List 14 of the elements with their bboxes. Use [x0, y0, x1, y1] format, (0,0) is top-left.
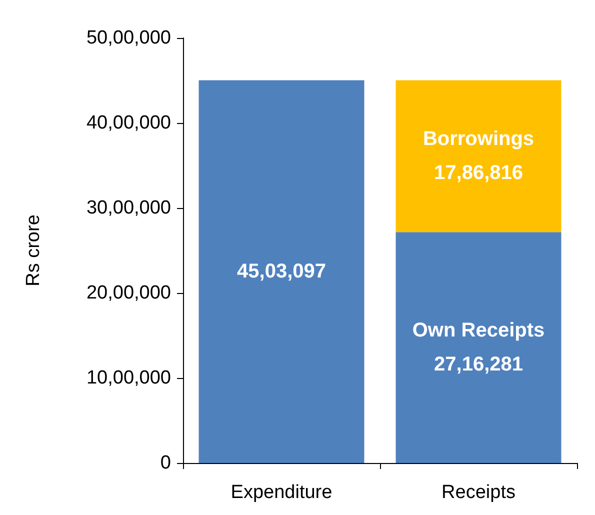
y-tick-label: 40,00,000 [86, 112, 171, 134]
y-tick-label: 30,00,000 [86, 198, 171, 218]
y-tick-label: 0 [160, 452, 171, 474]
x-tick-label: Expenditure [230, 482, 332, 503]
y-tick-label: 20,00,000 [86, 282, 171, 304]
series-label: Own Receipts [412, 320, 545, 342]
y-axis-title: Rs crore [23, 214, 44, 286]
data-label: 45,03,097 [237, 260, 326, 283]
data-label: 17,86,816 [434, 162, 523, 184]
y-tick-label: 50,00,000 [86, 28, 171, 48]
y-tick-label: 10,00,000 [86, 368, 171, 388]
x-tick-label: Receipts [442, 482, 516, 503]
data-label: 27,16,281 [434, 354, 523, 376]
series-label: Borrowings [422, 128, 534, 150]
